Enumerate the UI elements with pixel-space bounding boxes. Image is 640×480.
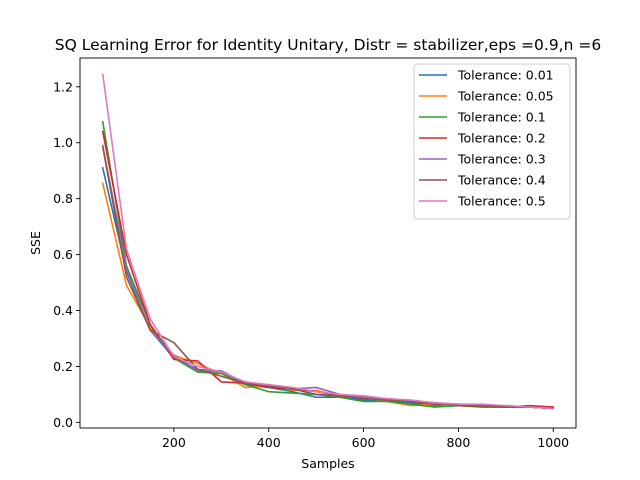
- legend-label-1: Tolerance: 0.01: [457, 68, 554, 83]
- y-tick-label: 0.8: [53, 191, 73, 206]
- y-tick-label: 0.2: [53, 359, 73, 374]
- x-tick-label: 400: [257, 435, 281, 450]
- y-axis-label: SSE: [28, 231, 43, 255]
- x-tick-label: 1000: [537, 435, 569, 450]
- legend-label-7: Tolerance: 0.5: [457, 194, 546, 209]
- series-line-6: [101, 145, 555, 410]
- x-tick-label: 200: [162, 435, 186, 450]
- x-axis-label: Samples: [301, 456, 354, 471]
- plot-frame: [79, 57, 577, 429]
- chart-title: SQ Learning Error for Identity Unitary, …: [55, 36, 601, 54]
- series-line-7: [101, 73, 555, 410]
- legend: Tolerance: 0.01 Tolerance: 0.05 Tolerance:…: [413, 63, 571, 220]
- y-tick-label: 0.6: [53, 247, 73, 262]
- axes-layer: 200 400 600 800 1000 0.0 0.2 0.4 0.6 0.8 1.0 1.2: [53, 57, 577, 450]
- legend-label-4: Tolerance: 0.2: [457, 131, 546, 146]
- legend-label-5: Tolerance: 0.3: [457, 152, 546, 167]
- legend-label-6: Tolerance: 0.4: [457, 173, 546, 188]
- legend-box: [413, 63, 571, 220]
- legend-label-3: Tolerance: 0.1: [457, 110, 546, 125]
- y-tick-label: 1.2: [53, 79, 73, 94]
- x-tick-label: 600: [352, 435, 376, 450]
- series-layer: [101, 73, 555, 410]
- x-tick-label: 800: [446, 435, 470, 450]
- y-tick-label: 1.0: [53, 135, 73, 150]
- y-tick-label: 0.0: [53, 415, 73, 430]
- legend-label-2: Tolerance: 0.05: [457, 89, 554, 104]
- y-tick-label: 0.4: [53, 303, 73, 318]
